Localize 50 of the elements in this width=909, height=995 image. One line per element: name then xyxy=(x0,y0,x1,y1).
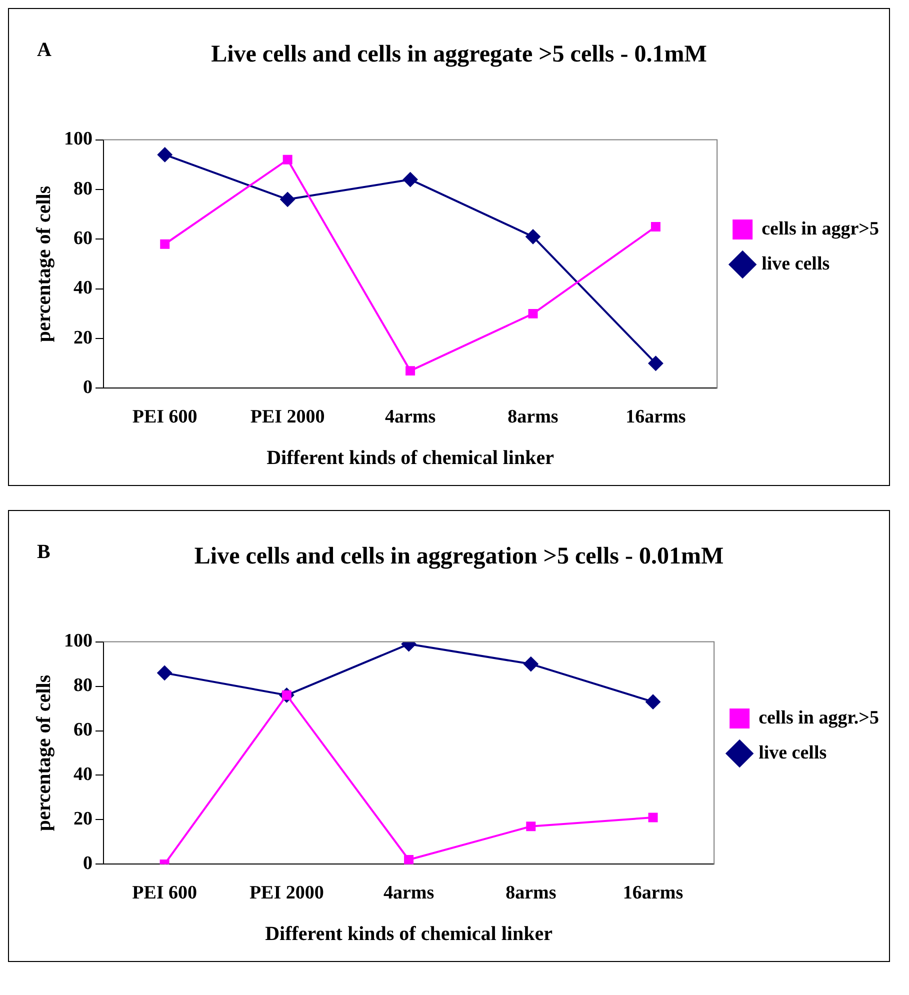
point xyxy=(406,366,416,376)
y-tick-label: 100 xyxy=(64,630,92,652)
point xyxy=(523,656,538,672)
point xyxy=(160,239,170,249)
x-tick-label: PEI 600 xyxy=(132,882,198,904)
point xyxy=(528,308,538,318)
point xyxy=(646,694,661,710)
point xyxy=(404,855,414,864)
x-tick-label: 4arms xyxy=(383,882,434,904)
y-tick-label: 80 xyxy=(74,178,92,200)
point xyxy=(280,192,296,207)
y-tick-label: 0 xyxy=(83,377,92,398)
text: A xyxy=(37,39,52,62)
x-tick-label: PEI 2000 xyxy=(249,882,324,904)
x-tick-label: PEI 2000 xyxy=(250,406,325,428)
point xyxy=(650,222,660,232)
x-tick-label: 16arms xyxy=(622,882,684,904)
point xyxy=(648,356,664,371)
point xyxy=(157,665,172,680)
x-tick-label: 8arms xyxy=(508,406,558,428)
y-tick-label: 80 xyxy=(74,675,92,696)
y-tick-label: 20 xyxy=(74,327,92,348)
point xyxy=(282,154,292,164)
legend-label: live cells xyxy=(762,253,830,274)
y-tick-label: 40 xyxy=(74,278,92,299)
chart-title: Live cells and cells in aggregation >5 cells - 0.01mM xyxy=(194,544,724,570)
y-tick-label: 100 xyxy=(64,128,92,150)
x-axis-title: Different kinds of chemical linker xyxy=(266,447,554,470)
point xyxy=(526,822,536,832)
x-tick-label: 4arms xyxy=(384,406,436,428)
chart-title: Live cells and cells in aggregate >5 cells - 0.1mM xyxy=(211,42,707,68)
y-tick-label: 60 xyxy=(74,228,92,250)
legend-label: live cells xyxy=(758,742,827,764)
y-tick-label: 20 xyxy=(74,808,92,830)
text: B xyxy=(37,541,50,564)
x-axis-title: Different kinds of chemical linker xyxy=(265,923,553,946)
point xyxy=(648,812,658,822)
point xyxy=(157,147,172,162)
x-tick-label: 16arms xyxy=(626,406,686,428)
y-tick-label: 0 xyxy=(83,853,92,874)
y-tick-label: 60 xyxy=(74,720,92,741)
x-tick-label: PEI 600 xyxy=(132,406,198,428)
y-tick-label: 40 xyxy=(74,764,92,786)
y-axis-title: percentage of cells xyxy=(33,674,56,832)
point xyxy=(402,172,418,188)
point xyxy=(526,229,541,244)
y-axis-title: percentage of cells xyxy=(33,186,56,342)
x-tick-label: 8arms xyxy=(506,882,556,904)
legend-label: cells in aggr>5 xyxy=(762,218,880,240)
legend-label: cells in aggr.>5 xyxy=(758,707,880,728)
